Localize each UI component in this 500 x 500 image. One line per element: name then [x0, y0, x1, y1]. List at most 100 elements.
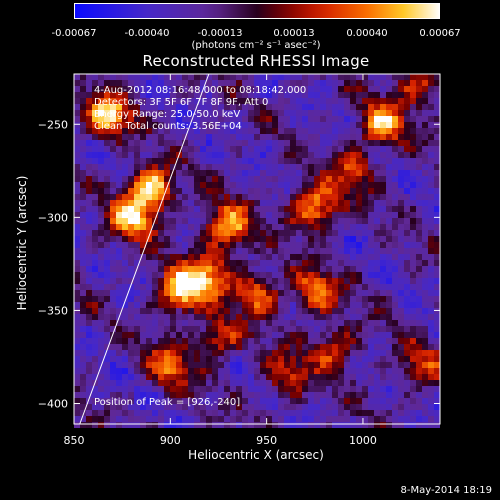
heatmap-cell: [98, 398, 104, 404]
heatmap-cell: [188, 254, 194, 260]
heatmap-cell: [308, 326, 314, 332]
heatmap-cell: [416, 356, 422, 362]
heatmap-cell: [338, 344, 344, 350]
heatmap-cell: [338, 200, 344, 206]
heatmap-cell: [350, 98, 356, 104]
heatmap-cell: [398, 392, 404, 398]
heatmap-cell: [290, 392, 296, 398]
heatmap-cell: [158, 314, 164, 320]
heatmap-cell: [356, 164, 362, 170]
heatmap-cell: [290, 200, 296, 206]
heatmap-cell: [206, 80, 212, 86]
heatmap-cell: [218, 398, 224, 404]
heatmap-cell: [356, 158, 362, 164]
heatmap-cell: [266, 188, 272, 194]
heatmap-cell: [434, 326, 440, 332]
heatmap-cell: [116, 380, 122, 386]
heatmap-cell: [326, 152, 332, 158]
heatmap-cell: [140, 164, 146, 170]
heatmap-cell: [224, 248, 230, 254]
heatmap-cell: [98, 194, 104, 200]
heatmap-cell: [110, 146, 116, 152]
heatmap-cell: [176, 140, 182, 146]
heatmap-cell: [152, 146, 158, 152]
heatmap-cell: [98, 296, 104, 302]
heatmap-cell: [116, 386, 122, 392]
heatmap-cell: [134, 230, 140, 236]
heatmap-cell: [386, 122, 392, 128]
heatmap-cell: [188, 182, 194, 188]
heatmap-cell: [104, 344, 110, 350]
heatmap-cell: [278, 398, 284, 404]
heatmap-cell: [140, 332, 146, 338]
heatmap-cell: [182, 290, 188, 296]
heatmap-cell: [140, 380, 146, 386]
heatmap-cell: [92, 122, 98, 128]
heatmap-cell: [200, 392, 206, 398]
heatmap-cell: [308, 86, 314, 92]
heatmap-cell: [344, 80, 350, 86]
heatmap-cell: [428, 278, 434, 284]
heatmap-cell: [350, 80, 356, 86]
heatmap-cell: [92, 92, 98, 98]
heatmap-cell: [350, 302, 356, 308]
heatmap-cell: [326, 86, 332, 92]
heatmap-cell: [134, 272, 140, 278]
heatmap-cell: [386, 158, 392, 164]
heatmap-cell: [392, 236, 398, 242]
heatmap-cell: [308, 356, 314, 362]
heatmap-cell: [428, 128, 434, 134]
heatmap-cell: [368, 182, 374, 188]
heatmap-cell: [182, 398, 188, 404]
heatmap-cell: [338, 128, 344, 134]
heatmap-cell: [296, 374, 302, 380]
heatmap-cell: [218, 218, 224, 224]
heatmap-cell: [302, 146, 308, 152]
heatmap-cell: [302, 350, 308, 356]
heatmap-cell: [116, 368, 122, 374]
heatmap-cell: [200, 410, 206, 416]
heatmap-cell: [92, 308, 98, 314]
heatmap-cell: [266, 170, 272, 176]
heatmap-cell: [236, 248, 242, 254]
heatmap-cell: [356, 104, 362, 110]
heatmap-cell: [188, 164, 194, 170]
heatmap-cell: [416, 170, 422, 176]
heatmap-cell: [326, 224, 332, 230]
heatmap-cell: [434, 332, 440, 338]
heatmap-cell: [332, 374, 338, 380]
heatmap-cell: [230, 242, 236, 248]
heatmap-cell: [80, 314, 86, 320]
heatmap-cell: [128, 104, 134, 110]
heatmap-cell: [326, 206, 332, 212]
heatmap-cell: [218, 356, 224, 362]
heatmap-cell: [116, 134, 122, 140]
heatmap-cell: [242, 170, 248, 176]
heatmap-cell: [86, 392, 92, 398]
heatmap-cell: [164, 200, 170, 206]
heatmap-cell: [110, 386, 116, 392]
heatmap-cell: [332, 308, 338, 314]
heatmap-cell: [374, 320, 380, 326]
heatmap-cell: [302, 344, 308, 350]
heatmap-cell: [320, 122, 326, 128]
heatmap-cell: [146, 356, 152, 362]
heatmap-cell: [362, 158, 368, 164]
heatmap-cell: [248, 104, 254, 110]
heatmap-cell: [386, 356, 392, 362]
heatmap-cell: [98, 116, 104, 122]
heatmap-cell: [356, 296, 362, 302]
heatmap-cell: [242, 134, 248, 140]
heatmap-cell: [428, 344, 434, 350]
heatmap-cell: [182, 164, 188, 170]
heatmap-cell: [134, 128, 140, 134]
heatmap-cell: [122, 116, 128, 122]
heatmap-cell: [272, 260, 278, 266]
heatmap-cell: [422, 272, 428, 278]
heatmap-cell: [278, 344, 284, 350]
heatmap-cell: [356, 260, 362, 266]
heatmap-cell: [392, 416, 398, 422]
heatmap-cell: [338, 404, 344, 410]
heatmap-cell: [230, 296, 236, 302]
heatmap-cell: [236, 140, 242, 146]
